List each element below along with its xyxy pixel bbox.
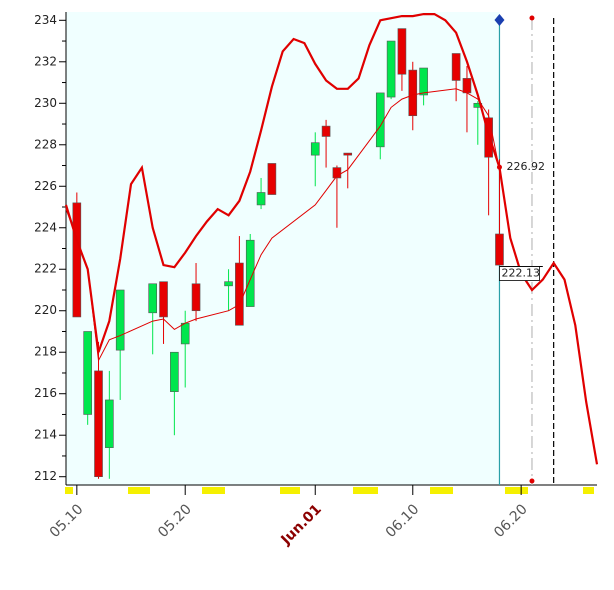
weekend-strip [353, 487, 378, 494]
candle-body [72, 202, 82, 318]
weekend-strip [505, 487, 528, 494]
candle-body [451, 53, 461, 81]
candle-body [148, 283, 157, 314]
y-tick-label: 226 [34, 179, 57, 193]
candle-body [256, 192, 266, 206]
candle-body [462, 78, 472, 94]
candle-body [245, 239, 255, 307]
candle-body [332, 167, 342, 179]
candle-body [115, 289, 125, 351]
candle-body [375, 92, 385, 148]
candle-body [343, 152, 353, 156]
plot-background [66, 12, 500, 485]
dot-marker [529, 15, 535, 21]
candle-body [408, 69, 418, 117]
candle-body [224, 281, 233, 287]
candle-body [419, 67, 428, 96]
candle-body [180, 322, 190, 345]
candle-body [321, 125, 331, 137]
y-tick-label: 224 [34, 220, 57, 234]
y-tick-label: 218 [34, 345, 57, 359]
candle-body [83, 331, 92, 415]
diamond-marker [494, 14, 505, 26]
y-tick-label: 234 [34, 13, 57, 27]
marker-label: 226.92 [506, 160, 544, 173]
x-tick-label: 06.20 [491, 501, 531, 541]
marker-box [499, 266, 540, 281]
candle-body [310, 142, 320, 156]
candle-body [94, 370, 103, 478]
y-tick-label: 230 [34, 96, 57, 110]
y-tick-label: 220 [34, 303, 57, 317]
candle-body [386, 40, 396, 98]
candle-body [235, 262, 244, 326]
x-tick-label: 05.20 [155, 501, 195, 541]
candle-body [159, 281, 168, 318]
x-tick-label: 05.10 [47, 501, 87, 541]
weekend-strip [430, 487, 453, 494]
weekend-strip [128, 487, 150, 494]
y-tick-label: 222 [34, 262, 57, 276]
candle-body [397, 28, 407, 75]
y-tick-label: 228 [34, 137, 57, 151]
weekend-strip [65, 487, 73, 494]
y-tick-label: 212 [34, 469, 57, 483]
weekend-strip [280, 487, 300, 494]
line [64, 13, 599, 465]
candle-body [191, 283, 201, 312]
candle-body [170, 351, 179, 392]
y-tick-label: 232 [34, 54, 57, 68]
weekend-strip [202, 487, 225, 494]
candle-body [105, 399, 114, 448]
candle-body [267, 163, 277, 195]
line [65, 88, 500, 363]
x-tick-label: 06.10 [383, 501, 423, 541]
y-tick-label: 214 [34, 428, 57, 442]
dot-marker [529, 478, 535, 484]
weekend-strip [583, 487, 594, 494]
marker-dot [496, 164, 502, 170]
candle-body [495, 233, 504, 266]
x-tick-label: Jun.01 [278, 501, 325, 548]
y-tick-label: 216 [34, 386, 57, 400]
marker-label: 222.13 [501, 267, 539, 280]
